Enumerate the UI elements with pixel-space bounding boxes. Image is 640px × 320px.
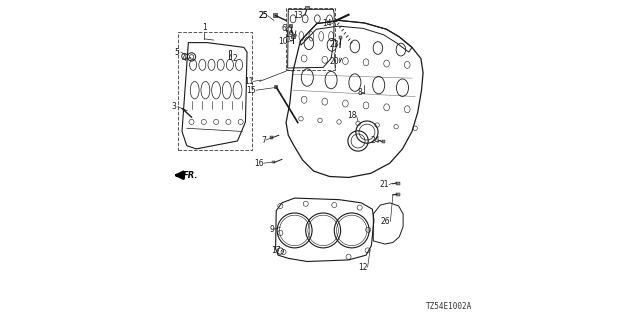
Text: 4: 4	[182, 54, 187, 63]
Text: FR.: FR.	[183, 171, 198, 180]
Text: 25: 25	[258, 11, 268, 20]
Bar	[339, 36, 342, 39]
Text: 24: 24	[370, 136, 380, 145]
Text: 16: 16	[254, 159, 264, 168]
Bar	[289, 24, 292, 27]
Text: 19: 19	[284, 29, 294, 39]
Text: 13: 13	[293, 11, 303, 20]
Text: 5: 5	[174, 48, 179, 57]
Text: 12: 12	[358, 263, 367, 272]
Text: 23: 23	[330, 40, 339, 49]
Text: 7: 7	[261, 135, 266, 145]
Text: 20: 20	[330, 57, 339, 66]
Text: 26: 26	[381, 217, 390, 226]
Bar	[305, 6, 308, 9]
Text: 9: 9	[269, 225, 274, 234]
Bar	[291, 35, 294, 38]
Text: TZ54E1002A: TZ54E1002A	[426, 302, 472, 311]
Text: 1: 1	[202, 22, 207, 32]
Bar	[178, 32, 252, 150]
Text: 25: 25	[258, 11, 268, 20]
Text: 15: 15	[246, 86, 256, 95]
Bar	[274, 85, 277, 88]
Bar	[381, 140, 385, 142]
Text: 10: 10	[278, 37, 287, 46]
Bar	[229, 50, 232, 59]
Text: 3: 3	[171, 101, 176, 111]
Bar	[270, 136, 273, 139]
Bar	[272, 161, 275, 164]
Text: 6: 6	[281, 25, 286, 34]
Text: 8: 8	[357, 88, 362, 97]
Text: 14: 14	[322, 19, 332, 28]
Bar	[286, 8, 335, 69]
Bar	[396, 181, 400, 185]
Bar	[273, 13, 277, 17]
Text: 18: 18	[347, 111, 356, 120]
Circle shape	[294, 34, 296, 36]
Bar	[396, 193, 400, 196]
Text: 17: 17	[271, 246, 282, 255]
Text: 2: 2	[233, 54, 237, 63]
Text: 21: 21	[380, 180, 389, 189]
Text: 11: 11	[244, 77, 253, 86]
